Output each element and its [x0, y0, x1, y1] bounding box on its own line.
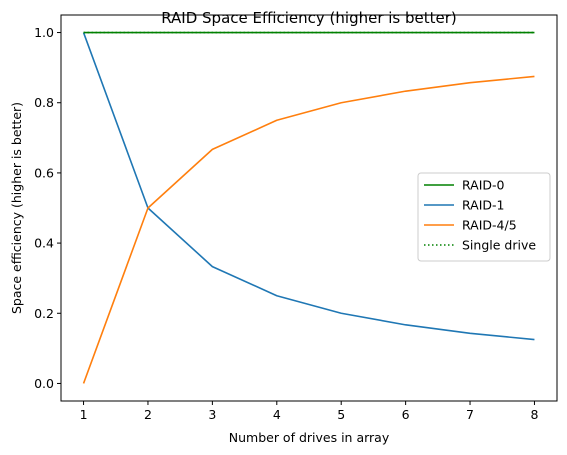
chart-title: RAID Space Efficiency (higher is better): [161, 9, 457, 27]
x-tick-label: 4: [273, 407, 281, 422]
y-tick-label: 0.2: [34, 306, 54, 321]
legend-label: RAID-4/5: [462, 218, 517, 233]
x-tick-label: 3: [208, 407, 216, 422]
x-tick-label: 6: [402, 407, 410, 422]
series-layer: [82, 31, 535, 384]
y-axis-label: Space efficiency (higher is better): [9, 102, 24, 314]
y-tick-label: 1.0: [34, 25, 54, 40]
y-tick-label: 0.4: [34, 236, 54, 251]
y-tick-label: 0.0: [34, 376, 54, 391]
legend: RAID-0 RAID-1 RAID-4/5 Single drive: [417, 172, 551, 262]
series-line-raid-4-5: [82, 75, 535, 384]
legend-label: Single drive: [462, 238, 536, 253]
x-tick-label: 8: [530, 407, 538, 422]
legend-label: RAID-1: [462, 198, 505, 213]
y-tick-label: 0.6: [34, 165, 54, 180]
y-tick-label: 0.8: [34, 95, 54, 110]
legend-label: RAID-0: [462, 178, 505, 193]
legend-box: [417, 172, 551, 262]
axis-ticks: 1 2 3 4 5 6 7 8 0.0 0.2 0.4 0.6 0.8 1.0: [34, 25, 538, 422]
x-tick-label: 7: [466, 407, 474, 422]
x-axis-label: Number of drives in array: [229, 430, 390, 445]
x-tick-label: 2: [144, 407, 152, 422]
series-line-raid-1: [82, 32, 535, 341]
x-tick-label: 1: [80, 407, 88, 422]
plot-frame: [60, 14, 558, 402]
x-tick-label: 5: [337, 407, 345, 422]
